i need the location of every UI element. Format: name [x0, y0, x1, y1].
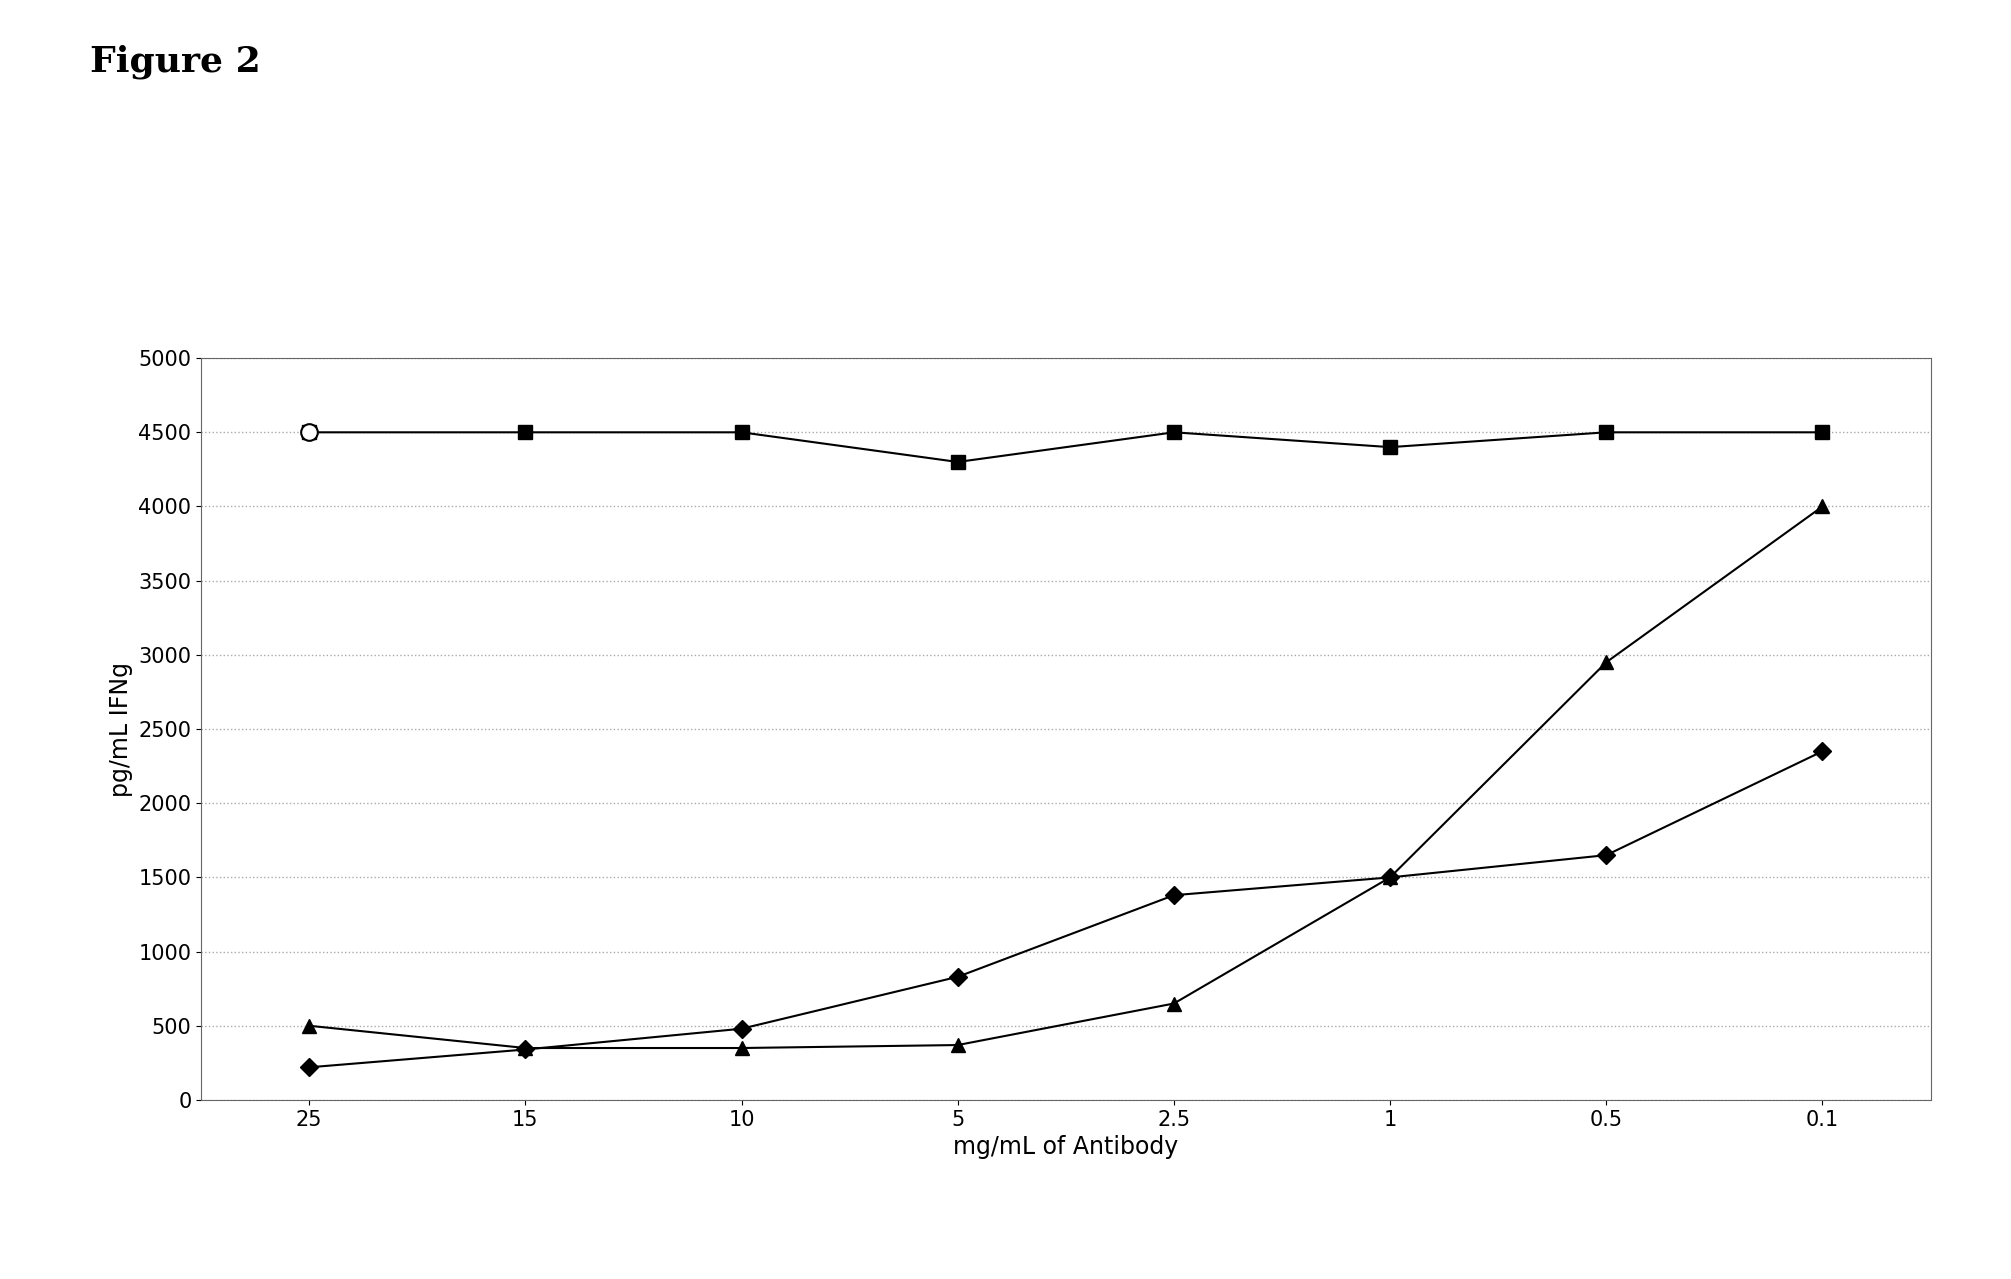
Y-axis label: pg/mL IFNg: pg/mL IFNg — [109, 661, 133, 797]
X-axis label: mg/mL of Antibody: mg/mL of Antibody — [953, 1136, 1178, 1159]
Text: Figure 2: Figure 2 — [90, 45, 261, 79]
